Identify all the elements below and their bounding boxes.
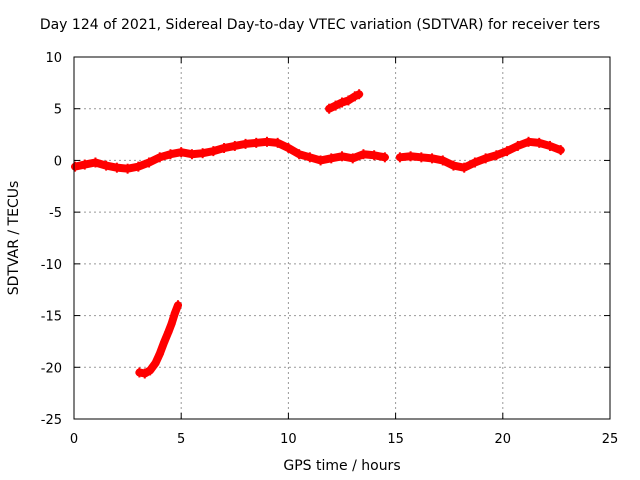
data-point <box>449 160 458 171</box>
data-point <box>170 308 179 319</box>
data-point <box>470 157 479 168</box>
x-tick-label: 20 <box>495 432 512 447</box>
series-band-main-band <box>71 137 389 173</box>
plot-frame <box>73 56 611 420</box>
data-point <box>135 367 144 378</box>
axis-ticks: 0 5 10 15 20 25 -25 -20 -15 -10 -5 0 5 10 <box>41 51 619 447</box>
data-point <box>327 153 336 164</box>
data-point <box>355 89 364 100</box>
data-point <box>102 160 111 171</box>
data-point <box>230 140 239 151</box>
data-point <box>406 151 415 162</box>
data-point <box>338 97 346 108</box>
y-axis-label: SDTVAR / TECUs <box>6 181 22 296</box>
x-axis-label: GPS time / hours <box>283 458 400 474</box>
data-point <box>241 138 250 149</box>
x-tick-label: 25 <box>602 432 619 447</box>
data-point <box>305 152 314 163</box>
chart-title: Day 124 of 2021, Sidereal Day-to-day VTE… <box>39 17 601 33</box>
data-point <box>438 155 447 166</box>
data-point <box>187 149 196 160</box>
y-tick-label: -20 <box>41 361 62 376</box>
data-point <box>140 368 149 379</box>
data-point <box>167 318 176 329</box>
data-point <box>395 152 404 163</box>
data-point <box>134 161 143 172</box>
data-point <box>348 153 357 164</box>
data-point <box>295 149 304 160</box>
data-point <box>164 327 173 338</box>
data-point <box>273 137 282 148</box>
data-point <box>316 155 325 166</box>
data-point <box>370 150 379 161</box>
data-point <box>556 145 565 156</box>
data-point <box>535 137 544 148</box>
data-point <box>209 146 218 157</box>
data-point <box>380 152 389 163</box>
data-point <box>417 152 426 163</box>
data-point <box>338 151 346 162</box>
data-point <box>220 143 229 154</box>
data-point <box>145 157 154 168</box>
data-point <box>284 143 293 154</box>
data-point <box>428 153 437 164</box>
data-point <box>155 348 164 359</box>
y-tick-label: -15 <box>41 310 62 325</box>
y-tick-label: -10 <box>41 258 62 273</box>
y-tick-label: 5 <box>54 103 62 118</box>
y-tick-label: 10 <box>45 51 62 66</box>
data-point <box>460 162 469 173</box>
series-band-main-band-2 <box>395 137 565 172</box>
data-point <box>331 100 340 111</box>
data-point <box>146 365 155 376</box>
x-tick-label: 5 <box>177 432 185 447</box>
data-point <box>524 136 533 147</box>
data-point <box>173 300 182 311</box>
data-point <box>112 162 121 173</box>
data-point <box>481 153 490 164</box>
data-point <box>177 147 186 158</box>
data-point <box>503 146 512 157</box>
grid <box>74 57 610 419</box>
data-point <box>492 150 501 161</box>
data-point <box>325 103 334 114</box>
data-point <box>198 148 207 159</box>
x-tick-label: 0 <box>70 432 78 447</box>
x-tick-label: 10 <box>280 432 297 447</box>
data-point <box>513 140 522 151</box>
data-point <box>344 95 353 106</box>
data-point <box>80 159 89 170</box>
y-tick-label: -5 <box>49 206 62 221</box>
data-point <box>262 136 271 147</box>
data-point <box>160 337 169 348</box>
y-tick-label: -25 <box>41 413 62 428</box>
data-point <box>123 163 132 174</box>
data-point <box>252 137 261 148</box>
data-point <box>71 161 80 172</box>
data-point <box>350 91 359 102</box>
data-point <box>155 152 164 163</box>
x-tick-label: 15 <box>387 432 404 447</box>
data-point <box>166 149 175 160</box>
y-tick-label: 0 <box>54 154 62 169</box>
data-point <box>151 358 160 369</box>
data-points <box>71 89 565 379</box>
data-point <box>545 140 554 151</box>
series-band-lower-arc <box>135 301 182 378</box>
data-point <box>91 157 100 168</box>
data-point <box>359 149 368 160</box>
